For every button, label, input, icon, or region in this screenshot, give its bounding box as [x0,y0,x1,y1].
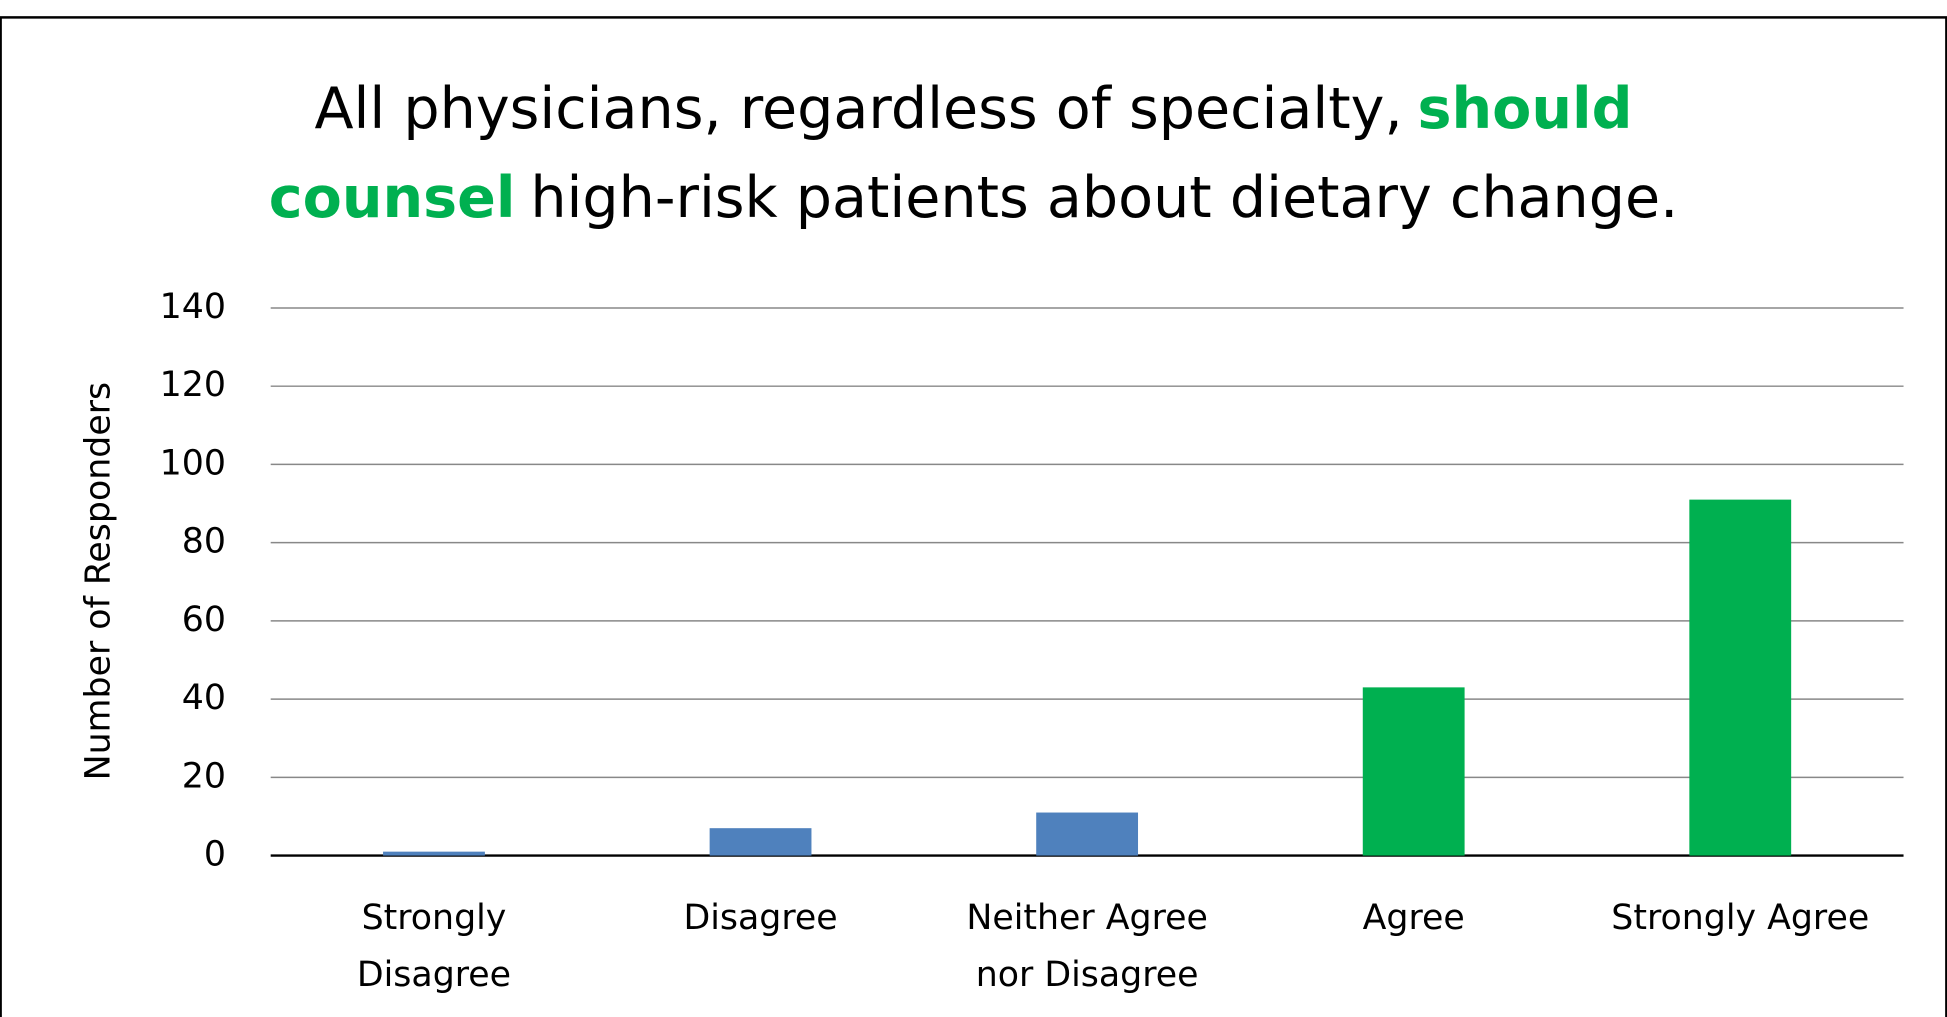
y-tick-label: 60 [182,600,226,640]
y-tick-label: 100 [160,443,226,483]
y-tick-label: 140 [160,287,226,327]
title-segment: should [1418,75,1633,141]
frame [0,16,1947,1017]
bar [1362,687,1465,856]
bar [383,851,485,856]
x-tick-label: Strongly [362,898,507,938]
bar [1689,499,1792,856]
y-tick-label: 120 [160,365,226,405]
x-tick-label: Disagree [683,898,837,938]
x-tick-label: Disagree [357,955,511,995]
y-axis-label: Number of Responders [78,382,118,780]
title-segment: All physicians, regardless of specialty, [314,75,1402,141]
chart-title: All physicians, regardless of specialty,… [314,75,1632,141]
x-tick-label: Agree [1363,898,1465,938]
bar [709,828,812,856]
x-tick-label: Strongly Agree [1611,898,1869,938]
x-tick-label: Neither Agree [966,898,1208,938]
x-tick-label: nor Disagree [976,955,1199,995]
y-tick-label: 80 [182,522,226,562]
y-tick-label: 20 [182,756,226,796]
y-tick-label: 40 [182,678,226,718]
title-segment: counsel [269,165,516,231]
y-tick-label: 0 [204,835,226,875]
bar [1036,812,1139,856]
chart-title: counsel high-risk patients about dietary … [269,165,1679,231]
title-segment: high-risk patients about dietary change. [530,165,1678,231]
